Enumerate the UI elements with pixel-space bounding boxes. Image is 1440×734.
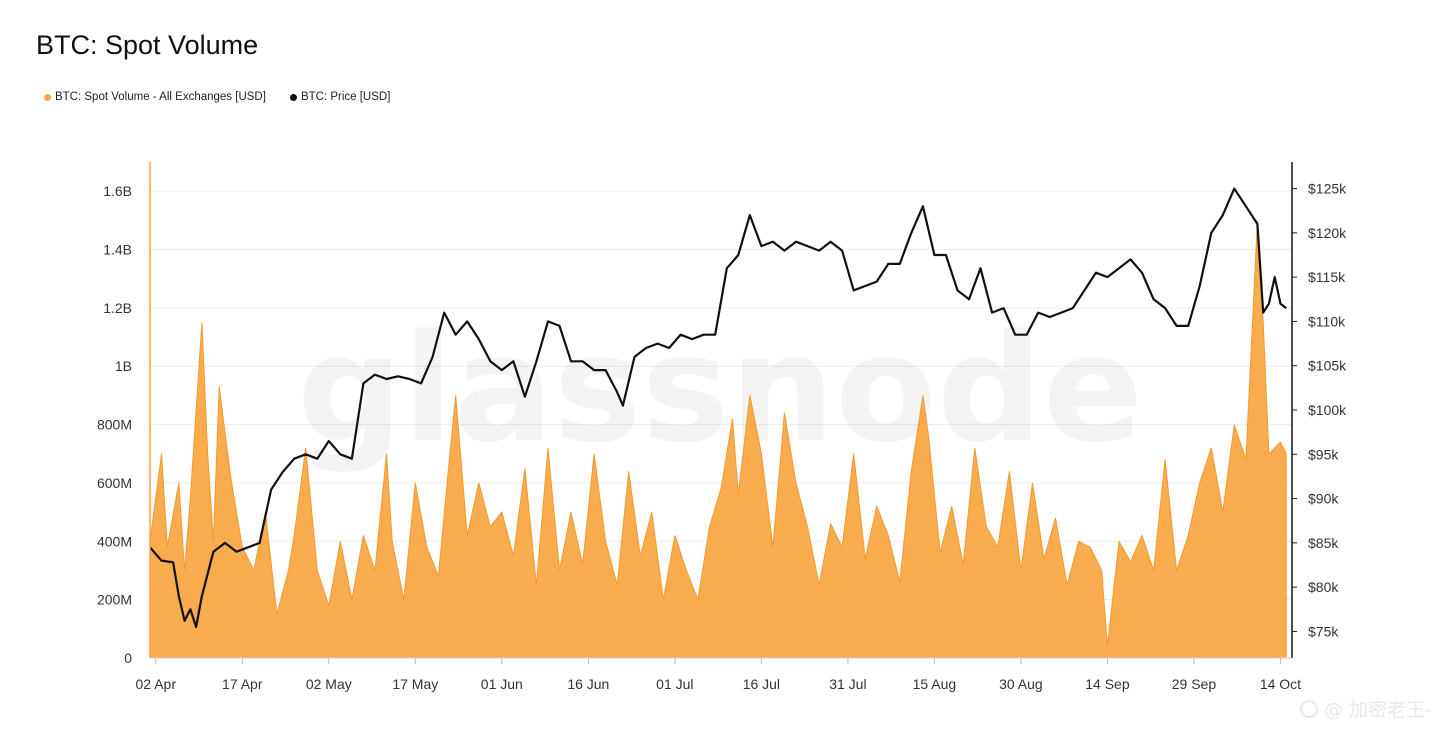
left-axis-tick-label: 1.6B <box>103 183 132 199</box>
right-axis-ticks: $75k $80k $85k $90k $95k $100k $105k $110k $115k… <box>1292 181 1347 639</box>
right-axis-tick-label: $80k <box>1308 579 1339 595</box>
x-axis-tick-label: 15 Aug <box>913 676 957 692</box>
left-axis-tick-label: 400M <box>97 533 132 549</box>
right-axis-tick-label: $100k <box>1308 402 1347 418</box>
legend-item-price[interactable]: BTC: Price [USD] <box>289 91 391 103</box>
x-axis-tick-label: 30 Aug <box>999 676 1043 692</box>
x-axis-tick-label: 02 May <box>306 676 352 692</box>
left-axis-ticks: 0 200M 400M 600M 800M 1B 1.2B 1.4B 1.6B <box>97 183 132 666</box>
right-axis-tick-label: $110k <box>1308 313 1346 329</box>
x-axis-tick-label: 17 May <box>392 676 438 692</box>
x-axis-tick-label: 01 Jun <box>481 676 523 692</box>
right-axis-tick-label: $85k <box>1308 535 1339 551</box>
legend-label-volume: BTC: Spot Volume - All Exchanges [USD] <box>55 91 266 103</box>
left-axis-tick-label: 1B <box>115 358 132 374</box>
chart-legend: BTC: Spot Volume - All Exchanges [USD] B… <box>44 91 390 103</box>
right-axis-tick-label: $90k <box>1308 491 1339 507</box>
footer-watermark: @ 加密老王- <box>1300 695 1432 722</box>
legend-item-volume[interactable]: BTC: Spot Volume - All Exchanges [USD] <box>44 91 266 103</box>
right-axis-tick-label: $125k <box>1308 181 1347 197</box>
right-axis-tick-label: $115k <box>1308 269 1346 285</box>
weibo-icon <box>1300 699 1319 718</box>
left-axis-tick-label: 800M <box>97 417 132 433</box>
right-axis-tick-label: $120k <box>1308 225 1347 241</box>
x-axis-tick-label: 31 Jul <box>829 676 866 692</box>
x-axis-tick-label: 01 Jul <box>656 676 693 692</box>
volume-area-layer <box>149 220 1287 659</box>
left-axis-tick-label: 1.2B <box>103 300 132 316</box>
chart-title: BTC: Spot Volume <box>36 30 259 60</box>
legend-swatch-volume <box>44 93 51 101</box>
x-axis-tick-label: 14 Oct <box>1260 676 1301 692</box>
x-axis-tick-label: 16 Jun <box>567 676 609 692</box>
watermark: glassnode <box>297 303 1143 475</box>
legend-swatch-price <box>289 93 297 101</box>
price-line-layer <box>149 187 1287 629</box>
right-axis-tick-label: $95k <box>1308 446 1339 462</box>
left-axis-tick-label: 600M <box>97 475 132 491</box>
left-axis-tick-label: 0 <box>124 650 132 666</box>
x-axis-tick-label: 16 Jul <box>743 676 780 692</box>
volume-area-series <box>149 220 1287 659</box>
x-axis-tick-label: 14 Sep <box>1085 676 1130 692</box>
right-axis-tick-label: $105k <box>1308 358 1347 374</box>
x-axis-tick-label: 29 Sep <box>1172 676 1217 692</box>
x-axis-ticks: 02 Apr 17 Apr 02 May 17 May 01 Jun 16 Jun 01 J… <box>136 658 1301 692</box>
legend-label-price: BTC: Price [USD] <box>300 91 391 103</box>
right-axis-tick-label: $75k <box>1308 623 1339 639</box>
x-axis-tick-label: 17 Apr <box>222 676 263 692</box>
left-axis-tick-label: 1.4B <box>103 242 132 258</box>
left-axis-tick-label: 200M <box>97 592 132 608</box>
footer-watermark-text: @ 加密老王- <box>1324 699 1432 721</box>
x-axis-tick-label: 02 Apr <box>136 676 177 692</box>
price-line-series <box>149 187 1287 629</box>
